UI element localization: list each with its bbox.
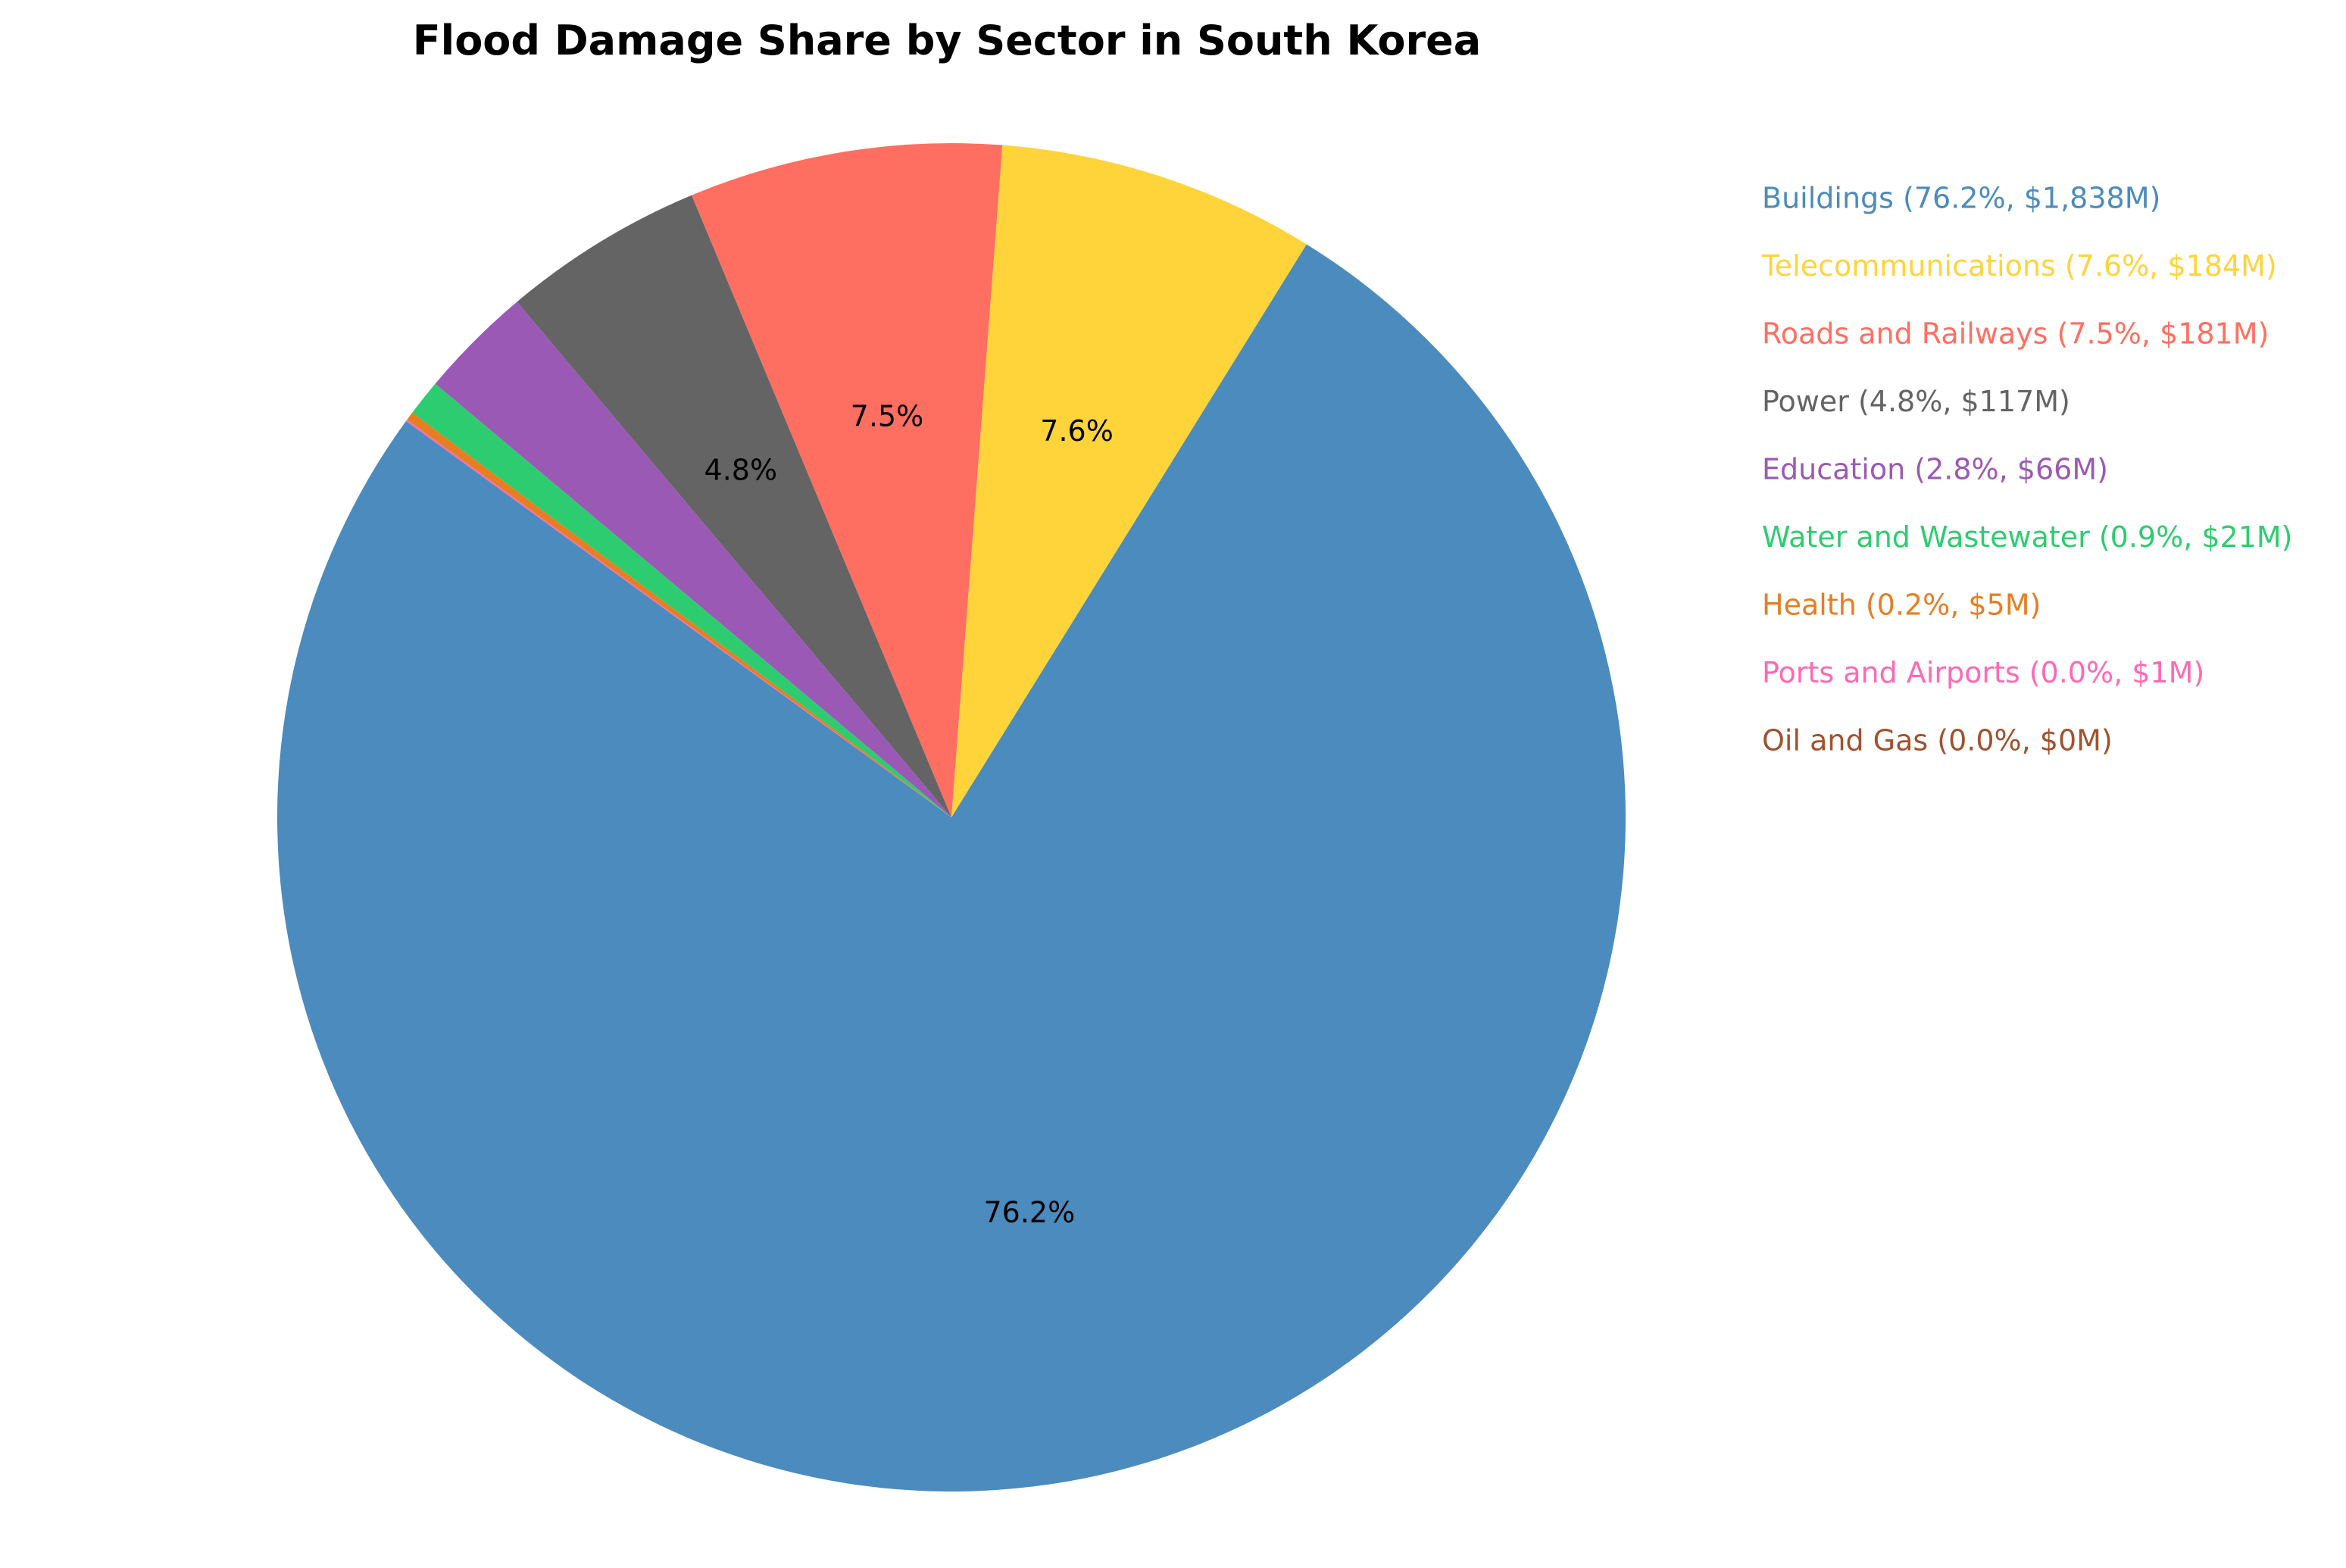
percent-label-buildings: 76.2% (984, 1195, 1076, 1229)
pie-slice-education (435, 301, 951, 818)
legend-entry-buildings: Buildings (76.2%, $1,838M) (1762, 182, 2160, 215)
legend-entry-ports-and-airports: Ports and Airports (0.0%, $1M) (1762, 656, 2204, 689)
legend: Buildings (76.2%, $1,838M) Telecommunicat… (1761, 182, 2293, 757)
pie-slice-water-and-wastewater (412, 383, 951, 818)
chart-title: Flood Damage Share by Sector in South Ko… (413, 17, 1481, 64)
pie-slice-roads-and-railways (691, 142, 1003, 817)
percent-labels: 76.2% 7.6% 7.5% 4.8% (704, 399, 1114, 1229)
pie-slice-health (407, 412, 951, 817)
legend-entry-water-and-wastewater: Water and Wastewater (0.9%, $21M) (1762, 520, 2293, 554)
legend-entry-health: Health (0.2%, $5M) (1762, 589, 2041, 622)
legend-entry-roads-and-railways: Roads and Railways (7.5%, $181M) (1762, 317, 2269, 351)
legend-entry-telecommunications: Telecommunications (7.6%, $184M) (1761, 249, 2277, 283)
pie-slice-buildings (277, 244, 1626, 1491)
pie-slice-telecommunications (951, 145, 1307, 817)
pie-slices (277, 142, 1626, 1491)
legend-entry-power: Power (4.8%, $117M) (1762, 385, 2070, 418)
pie-slice-ports-and-airports (405, 419, 951, 817)
percent-label-telecommunications: 7.6% (1040, 414, 1114, 448)
legend-entry-education: Education (2.8%, $66M) (1762, 453, 2108, 486)
percent-label-power: 4.8% (704, 454, 778, 487)
pie-slice-power (517, 195, 951, 817)
legend-entry-oil-and-gas: Oil and Gas (0.0%, $0M) (1762, 724, 2113, 757)
percent-label-roads-and-railways: 7.5% (851, 399, 924, 433)
